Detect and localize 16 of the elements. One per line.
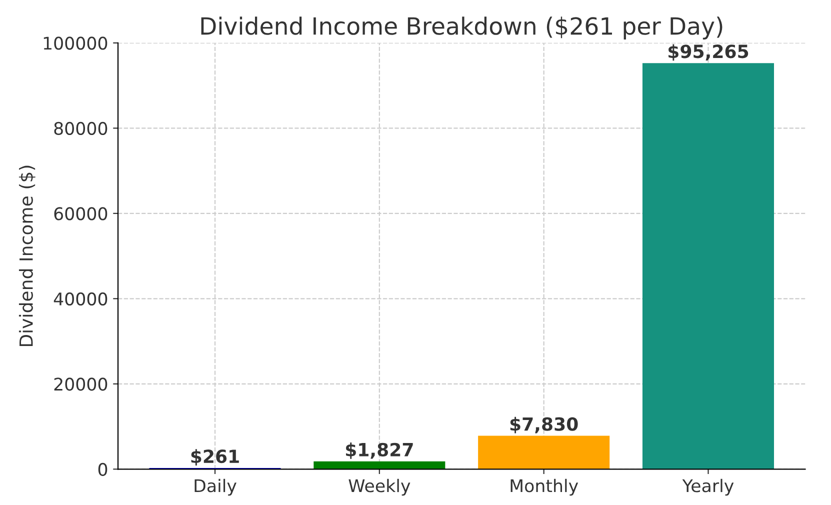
data-label: $1,827 bbox=[346, 442, 413, 459]
y-tick-label: 20000 bbox=[54, 378, 108, 391]
y-tick-label: 0 bbox=[98, 462, 108, 476]
data-label: $95,265 bbox=[668, 44, 748, 61]
x-tick-label: Yearly bbox=[682, 478, 734, 496]
y-tick-label: 60000 bbox=[54, 207, 108, 220]
y-tick-label: 80000 bbox=[54, 122, 108, 136]
data-label: $261 bbox=[191, 449, 239, 466]
x-tick-label: Weekly bbox=[348, 478, 410, 496]
chart-title: Dividend Income Breakdown ($261 per Day) bbox=[201, 16, 722, 40]
y-tick-label: 40000 bbox=[54, 292, 108, 306]
data-label: $7,830 bbox=[510, 416, 578, 434]
y-tick-label: 100000 bbox=[44, 36, 108, 50]
x-tick-label: Monthly bbox=[510, 478, 578, 496]
y-axis-title: Dividend Income ($) bbox=[18, 166, 36, 346]
x-tick-label: Daily bbox=[194, 478, 236, 496]
